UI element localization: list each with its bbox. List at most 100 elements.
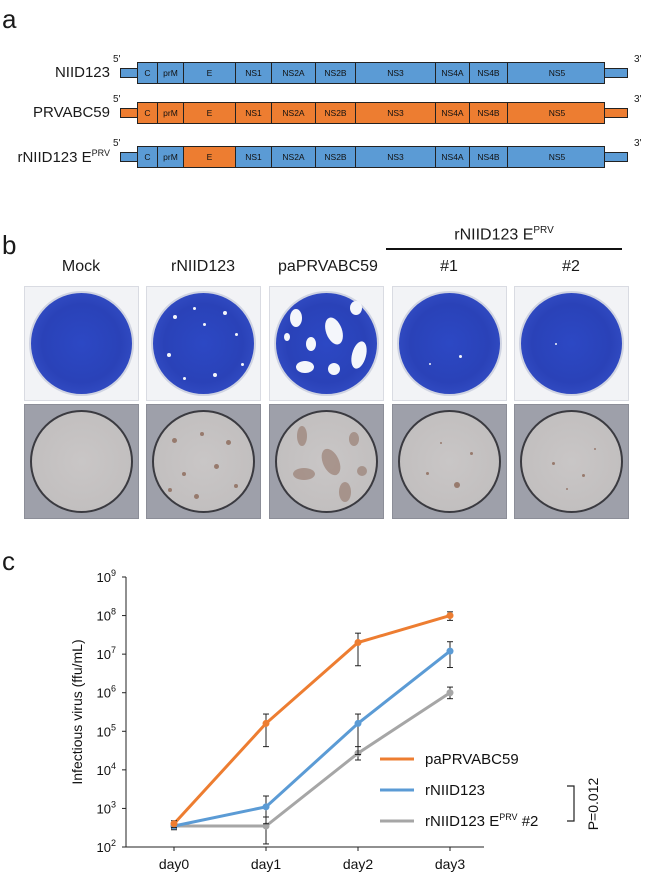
utr-5 xyxy=(120,152,138,162)
segment-e: E xyxy=(184,147,236,167)
dish-immuno-paprvabc59 xyxy=(269,404,384,519)
group-bracket-line xyxy=(386,248,622,250)
group-label-sup: PRV xyxy=(533,225,554,236)
segment-c: C xyxy=(138,63,158,83)
series-line-2 xyxy=(174,691,451,828)
five-prime-label: 5' xyxy=(113,54,121,65)
utr-3 xyxy=(604,108,628,118)
x-tick-label: day1 xyxy=(251,856,282,872)
dish-stain-clone-2 xyxy=(514,286,629,401)
construct-name: PRVABC59 xyxy=(33,104,110,121)
segment-ns4a: NS4A xyxy=(436,63,470,83)
segment-ns1: NS1 xyxy=(236,147,272,167)
series-line-1 xyxy=(173,649,451,828)
segment-ns3: NS3 xyxy=(356,103,436,123)
segment-ns2a: NS2A xyxy=(272,147,316,167)
panel-b-letter: b xyxy=(2,230,17,260)
y-tick-label: 102 xyxy=(97,838,116,855)
segment-c: C xyxy=(138,147,158,167)
construct-name-sup: PRV xyxy=(91,148,110,158)
segment-ns2b: NS2B xyxy=(316,103,356,123)
segment-ns5: NS5 xyxy=(548,152,566,162)
column-label-clone-1: #1 xyxy=(440,258,458,275)
y-tick-label: 103 xyxy=(97,799,116,816)
segment-ns3: NS3 xyxy=(356,147,436,167)
segment-ns4b: NS4B xyxy=(470,63,508,83)
segment-ns5: NS5 xyxy=(548,108,566,118)
segment-ns2b: NS2B xyxy=(316,63,356,83)
y-tick-label: 107 xyxy=(97,645,116,662)
y-tick-label: 108 xyxy=(97,607,116,624)
x-tick-label: day2 xyxy=(343,856,374,872)
dish-immuno-clone-1 xyxy=(392,404,507,519)
dish-immuno-clone-2 xyxy=(514,404,629,519)
five-prime-label: 5' xyxy=(113,94,121,105)
segment-ns3: NS3 xyxy=(356,63,436,83)
three-prime-label: 3' xyxy=(634,54,642,65)
segment-ns1: NS1 xyxy=(236,63,272,83)
group-label: rNIID123 EPRV xyxy=(388,225,620,244)
three-prime-label: 3' xyxy=(634,138,642,149)
x-tick-label: day0 xyxy=(159,856,190,872)
x-tick-label: day3 xyxy=(435,856,466,872)
legend-entry: rNIID123 xyxy=(425,782,485,799)
segment-e: E xyxy=(184,103,236,123)
segment-ns5: NS5 xyxy=(548,68,566,78)
utr-3 xyxy=(604,68,628,78)
segment-prm: prM xyxy=(158,103,184,123)
utr-5 xyxy=(120,68,138,78)
data-point xyxy=(262,803,270,811)
growth-curve-chart: 102 103 104 105 106 107 108 109 day0 day1 day2 day3… xyxy=(69,568,601,872)
construct-name: rNIID123 E xyxy=(17,149,92,166)
data-point xyxy=(446,689,454,697)
construct-label-1: PRVABC59 xyxy=(0,104,110,121)
column-label-paprvabc59: paPRVABC59 xyxy=(278,258,378,275)
y-tick-label: 109 xyxy=(97,568,116,585)
three-prime-label: 3' xyxy=(634,94,642,105)
column-label-rniid123: rNIID123 xyxy=(170,258,236,275)
segment-ns4a: NS4A xyxy=(436,147,470,167)
data-point xyxy=(354,719,362,727)
segment-c: C xyxy=(138,103,158,123)
column-label-mock: Mock xyxy=(61,258,101,275)
p-value-annotation: P=0.012 xyxy=(585,778,601,831)
construct-name: NIID123 xyxy=(54,64,110,81)
legend-entry: paPRVABC59 xyxy=(425,751,519,768)
segment-ns4b: NS4B xyxy=(470,103,508,123)
dish-immuno-mock xyxy=(24,404,139,519)
panel-a-letter: a xyxy=(2,4,17,34)
series-line-0 xyxy=(172,614,451,825)
construct-label-0: NIID123 xyxy=(0,64,110,81)
segment-ns4a: NS4A xyxy=(436,103,470,123)
y-axis-label: Infectious virus (ffu/mL) xyxy=(69,639,85,784)
data-point xyxy=(354,639,362,647)
column-label-clone-2: #2 xyxy=(562,258,580,275)
y-tick-label: 104 xyxy=(97,761,116,778)
dish-stain-clone-1 xyxy=(392,286,507,401)
y-tick-label: 105 xyxy=(97,722,116,739)
dish-immuno-rniid123 xyxy=(146,404,261,519)
significance-bracket xyxy=(567,785,575,822)
dish-stain-mock xyxy=(24,286,139,401)
utr-5 xyxy=(120,108,138,118)
dish-stain-paprvabc59 xyxy=(269,286,384,401)
panel-c-letter: c xyxy=(2,546,15,576)
dish-stain-rniid123 xyxy=(146,286,261,401)
segment-prm: prM xyxy=(158,63,184,83)
segment-prm: prM xyxy=(158,147,184,167)
segment-ns1: NS1 xyxy=(236,103,272,123)
data-point xyxy=(446,647,454,655)
segment-ns4b: NS4B xyxy=(470,147,508,167)
legend-entry: rNIID123 EPRV #2 xyxy=(425,812,538,830)
y-tick-label: 106 xyxy=(97,684,116,701)
five-prime-label: 5' xyxy=(113,138,121,149)
segment-ns2a: NS2A xyxy=(272,63,316,83)
segment-e: E xyxy=(184,63,236,83)
construct-label-2: rNIID123 EPRV xyxy=(0,148,110,166)
data-point xyxy=(170,820,178,828)
utr-3 xyxy=(604,152,628,162)
data-point xyxy=(446,612,454,620)
